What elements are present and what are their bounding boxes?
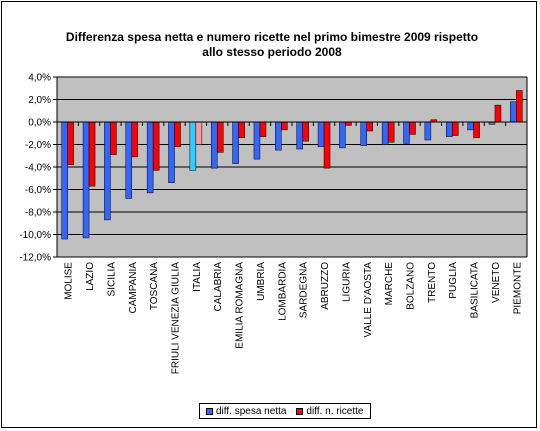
y-tick-label: -4,0% — [25, 163, 51, 174]
category-label: BASILICATA — [470, 262, 481, 319]
bar-spesa-netta — [424, 121, 432, 141]
bar-spesa-netta — [296, 121, 303, 150]
legend-entry-spesa: diff. spesa netta — [206, 406, 286, 417]
category-label: FRIULI VENEZIA GIULIA — [171, 262, 182, 375]
category-label: LAZIO — [85, 262, 96, 291]
category-label: SICILIA — [106, 262, 117, 297]
bar-n-ricette — [451, 121, 459, 136]
legend-entry-ricette: diff. n. ricette — [296, 405, 364, 417]
bar-spesa-netta — [168, 121, 175, 183]
category-label: MARCHE — [384, 262, 395, 306]
category-label: EMILIA ROMAGNA — [235, 262, 246, 349]
bar-n-ricette — [281, 121, 288, 131]
chart-title-line2: allo stesso periodo 2008 — [202, 45, 342, 59]
bar-n-ricette — [516, 90, 523, 123]
bar-spesa-netta — [104, 121, 111, 221]
category-label: LIGURIA — [341, 262, 352, 302]
bar-n-ricette — [259, 121, 267, 137]
category-label: CALABRIA — [213, 262, 224, 312]
bar-spesa-netta — [317, 121, 325, 147]
legend: diff. spesa netta diff. n. ricette — [199, 403, 371, 419]
category-label: ITALIA — [192, 262, 203, 292]
bar-n-ricette — [302, 121, 309, 142]
bar-spesa-netta — [445, 121, 453, 137]
y-axis-ticks: 4,0% 2,0% 0,0% -2,0% -4,0% -6,0% -8,0% -10,0% -1… — [19, 73, 51, 264]
bar-spesa-netta — [189, 121, 197, 171]
bar-spesa-netta — [403, 121, 410, 144]
axes — [53, 76, 528, 258]
bar-spesa-netta — [232, 121, 239, 164]
bar-n-ricette — [110, 121, 117, 155]
y-tick-label: -12,0% — [19, 253, 51, 264]
bar-n-ricette — [174, 121, 181, 147]
x-axis-labels: MOLISE LAZIO SICILIA CAMPANIA TOSCANA FRIULI … — [64, 262, 524, 375]
bar-spesa-netta — [146, 121, 154, 194]
bar-spesa-netta — [360, 121, 368, 146]
bar-n-ricette — [366, 121, 374, 132]
bar-n-ricette — [473, 121, 480, 138]
bars — [61, 90, 523, 240]
bar-spesa-netta — [82, 121, 90, 239]
y-tick-label: -2,0% — [25, 140, 51, 151]
category-label: SARDEGNA — [299, 262, 310, 318]
legend-label-ricette: diff. n. ricette — [306, 405, 364, 417]
y-tick-label: -6,0% — [25, 185, 51, 196]
legend-swatch-spesa — [206, 407, 213, 415]
bar-spesa-netta — [381, 121, 389, 145]
bar-n-ricette — [88, 121, 96, 187]
category-label: ABRUZZO — [320, 262, 331, 310]
chart-title: Differenza spesa netta e numero ricette … — [2, 30, 540, 60]
category-label: PUGLIA — [448, 262, 459, 299]
bar-n-ricette — [67, 121, 74, 165]
category-label: VENETO — [491, 262, 502, 303]
legend-label-spesa: diff. spesa netta — [216, 405, 287, 417]
category-label: BOLZANO — [406, 262, 417, 310]
y-tick-label: -10,0% — [19, 230, 51, 241]
y-tick-label: -8,0% — [25, 208, 51, 219]
bar-n-ricette — [409, 121, 416, 135]
bar-n-ricette — [494, 104, 502, 123]
y-tick-label: 0,0% — [28, 118, 51, 129]
category-label: UMBRIA — [256, 262, 267, 301]
bar-spesa-netta — [275, 121, 282, 151]
legend-swatch-ricette — [296, 407, 304, 415]
category-label: PIEMONTE — [512, 262, 523, 315]
bar-spesa-netta — [253, 121, 261, 160]
y-tick-label: 2,0% — [28, 95, 51, 106]
y-tick-label: 4,0% — [28, 73, 51, 84]
chart-title-line1: Differenza spesa netta e numero ricette … — [65, 30, 479, 44]
bar-n-ricette — [323, 121, 331, 169]
category-label: MOLISE — [64, 262, 75, 300]
bar-n-ricette — [387, 121, 395, 143]
category-label: VALLE D'AOSTA — [363, 262, 374, 338]
bar-spesa-netta — [510, 101, 517, 123]
category-label: CAMPANIA — [128, 262, 139, 314]
category-label: TRENTO — [427, 262, 438, 303]
bar-spesa-netta — [210, 121, 218, 169]
category-label: LOMBARDIA — [277, 262, 288, 321]
bar-spesa-netta — [125, 121, 133, 199]
bar-n-ricette — [216, 121, 224, 153]
bar-n-ricette — [131, 121, 139, 158]
bar-n-ricette — [238, 121, 245, 138]
bar-spesa-netta — [339, 121, 346, 149]
bar-spesa-netta — [467, 121, 474, 131]
category-label: TOSCANA — [149, 262, 160, 310]
bar-n-ricette — [345, 121, 352, 126]
bar-n-ricette — [195, 121, 203, 145]
bar-spesa-netta — [61, 121, 68, 240]
bar-n-ricette — [152, 121, 160, 171]
